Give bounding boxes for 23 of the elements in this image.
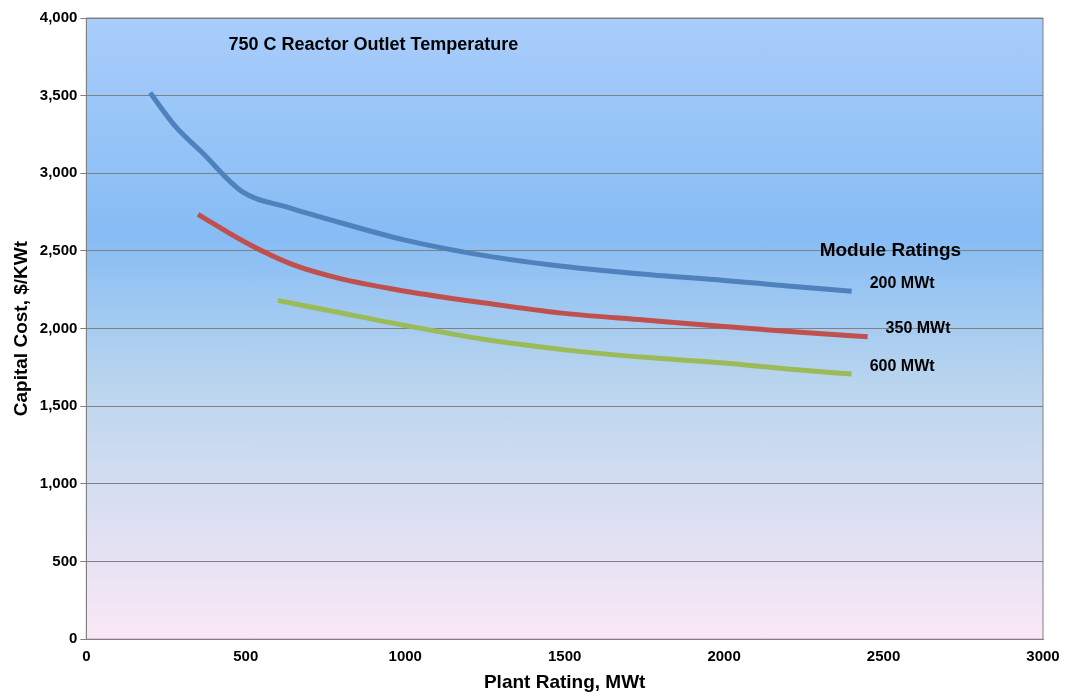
- y-tick-label: 3,000: [39, 163, 78, 181]
- series-label: 200 MWt: [869, 273, 936, 291]
- legend-title: Module Ratings: [819, 239, 962, 261]
- x-axis-title: Plant Rating, MWt: [483, 670, 647, 692]
- y-tick-label: 1,500: [39, 396, 78, 414]
- y-tick-label: 2,000: [39, 318, 78, 336]
- y-tick-label: 4,000: [39, 8, 78, 26]
- series-label: 350 MWt: [885, 319, 952, 337]
- series-label: 600 MWt: [869, 356, 936, 374]
- x-tick-label: 1500: [547, 647, 582, 665]
- y-tick-label: 0: [68, 629, 78, 647]
- x-tick-label: 3000: [1026, 647, 1060, 665]
- y-axis-title: Capital Cost, $/KWt: [9, 240, 31, 417]
- x-tick-label: 2000: [707, 647, 741, 665]
- x-tick-label: 1000: [388, 647, 422, 665]
- y-tick-label: 2,500: [39, 241, 78, 259]
- x-tick-label: 500: [233, 647, 259, 665]
- x-tick-label: 2500: [866, 647, 901, 665]
- y-tick-label: 1,000: [39, 474, 78, 492]
- text: 750 C Reactor Outlet Temperature: [228, 33, 519, 54]
- x-tick-label: 0: [82, 647, 91, 665]
- y-tick-label: 500: [52, 551, 78, 569]
- y-tick-label: 3,500: [39, 85, 78, 103]
